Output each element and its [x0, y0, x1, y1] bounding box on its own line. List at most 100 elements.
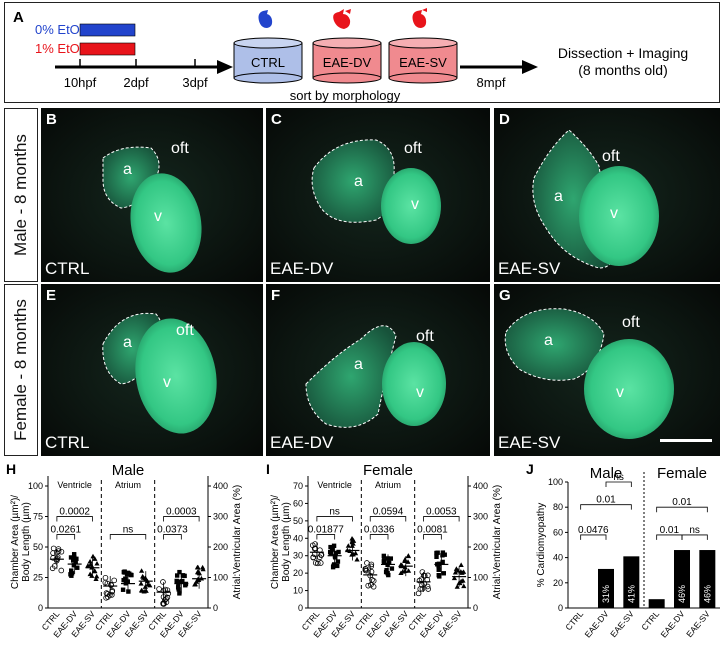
data-point [123, 576, 128, 581]
data-point [102, 574, 109, 581]
heart-icon-ctrl [258, 10, 273, 28]
data-point [416, 577, 423, 584]
condition-label: EAE-DV [270, 259, 334, 278]
y-tick-label-left: 70 [293, 481, 303, 491]
y-tick-label-right: 100 [473, 573, 488, 583]
data-point [180, 578, 185, 584]
data-point [73, 559, 78, 564]
data-point [183, 583, 188, 588]
group-eae-sv-label: EAE-SV [399, 55, 447, 70]
panel-label-g: G [499, 287, 511, 304]
data-point [312, 545, 319, 552]
bar [674, 550, 690, 608]
data-point [192, 581, 198, 587]
atrium-label: a [554, 188, 563, 205]
y-tick-label: 60 [553, 527, 563, 537]
treatment-1-bar [79, 42, 136, 56]
data-point [147, 582, 153, 588]
bar [572, 608, 589, 609]
data-point [440, 553, 445, 558]
data-point [200, 564, 206, 570]
y-axis-label-right: Atrial:Ventricular Area (%) [492, 485, 503, 600]
data-point [336, 549, 341, 555]
ventricle-label: v [610, 205, 618, 222]
data-point [70, 558, 76, 563]
data-point [312, 541, 318, 547]
y-tick-label: 20 [553, 578, 563, 588]
condition-label: EAE-SV [498, 259, 561, 278]
y-tick-label: 80 [553, 502, 563, 512]
x-tick-label: EAE-SV [608, 609, 636, 640]
data-point [50, 545, 57, 552]
section-label: Atrium [115, 480, 141, 490]
time-2dpf: 2dpf [123, 75, 149, 90]
data-point [94, 573, 100, 579]
data-point [345, 543, 351, 548]
panel-label-b: B [46, 111, 57, 128]
y-tick-label-left: 40 [293, 533, 303, 543]
data-point [368, 563, 374, 570]
comparison-bracket [681, 534, 708, 540]
atrium-label: a [354, 173, 363, 190]
y-tick-label-left: 10 [293, 586, 303, 596]
data-point [368, 568, 375, 575]
data-point [156, 586, 162, 592]
comparison-label: 0.01 [596, 495, 616, 506]
comparison-label: 0.01877 [308, 525, 345, 536]
section-label: Atrium [375, 480, 401, 490]
data-point [103, 590, 110, 596]
data-point [419, 586, 426, 592]
data-point [160, 579, 166, 585]
data-point [92, 568, 98, 574]
ventricle-label: v [416, 384, 424, 401]
y-tick-label-left: 100 [28, 481, 43, 491]
image-female-eae-sv: G a v oft EAE-SV [494, 284, 720, 456]
comparison-bracket [56, 534, 76, 540]
data-point [327, 549, 333, 555]
comparison-label: ns [123, 525, 134, 536]
data-point [120, 587, 126, 592]
data-point [69, 568, 74, 573]
data-point [94, 560, 100, 566]
y-tick-label-right: 200 [473, 542, 488, 552]
outcome-line-2: (8 months old) [578, 62, 667, 78]
ventricle-label: v [154, 208, 162, 225]
y-axis-label-left: Chamber Area (µm²)/Body Length (µm) [10, 495, 32, 589]
data-point [85, 563, 91, 568]
chart-h: H Male 0 25 50 75 100 0 100 200 300 400 Chamber Area… [6, 461, 243, 640]
data-point [174, 578, 179, 584]
bar [648, 599, 665, 608]
ventricle-label: v [163, 374, 171, 391]
comparison-label: ns [689, 525, 700, 536]
data-point [333, 550, 338, 556]
x-tick-label: CTRL [563, 609, 585, 633]
comparison-bracket [316, 534, 336, 540]
data-point [441, 571, 446, 576]
data-point [174, 573, 180, 578]
time-10hpf: 10hpf [64, 75, 97, 90]
ventricle-label: v [411, 196, 419, 213]
data-point [328, 544, 333, 550]
y-axis-label-line: Body Length (µm) [281, 502, 292, 582]
comparison-bracket [656, 506, 708, 513]
y-tick-label-right: 200 [213, 542, 228, 552]
image-male-ctrl: B a v oft CTRL [41, 108, 263, 282]
data-point [451, 575, 458, 581]
data-point [176, 582, 181, 587]
data-point [177, 579, 182, 584]
y-tick-label: 40 [553, 553, 563, 563]
bar-label: 41% [626, 585, 636, 603]
y-tick-label-left: 50 [293, 516, 303, 526]
data-point [314, 560, 321, 567]
comparison-label: 0.0261 [50, 525, 81, 536]
schematic-svg: A 0% EtOH 1% EtOH 10hpf 2dpf 3dpf CTRL E… [13, 8, 688, 103]
comparison-label: 0.0003 [166, 507, 197, 518]
image-male-eae-dv: C a v oft EAE-DV [266, 108, 490, 282]
comparison-label: 0.0476 [578, 525, 609, 536]
data-point [50, 555, 56, 561]
comparison-bracket [423, 534, 442, 540]
data-point [460, 578, 466, 583]
data-point [127, 571, 132, 576]
data-point [389, 566, 395, 571]
